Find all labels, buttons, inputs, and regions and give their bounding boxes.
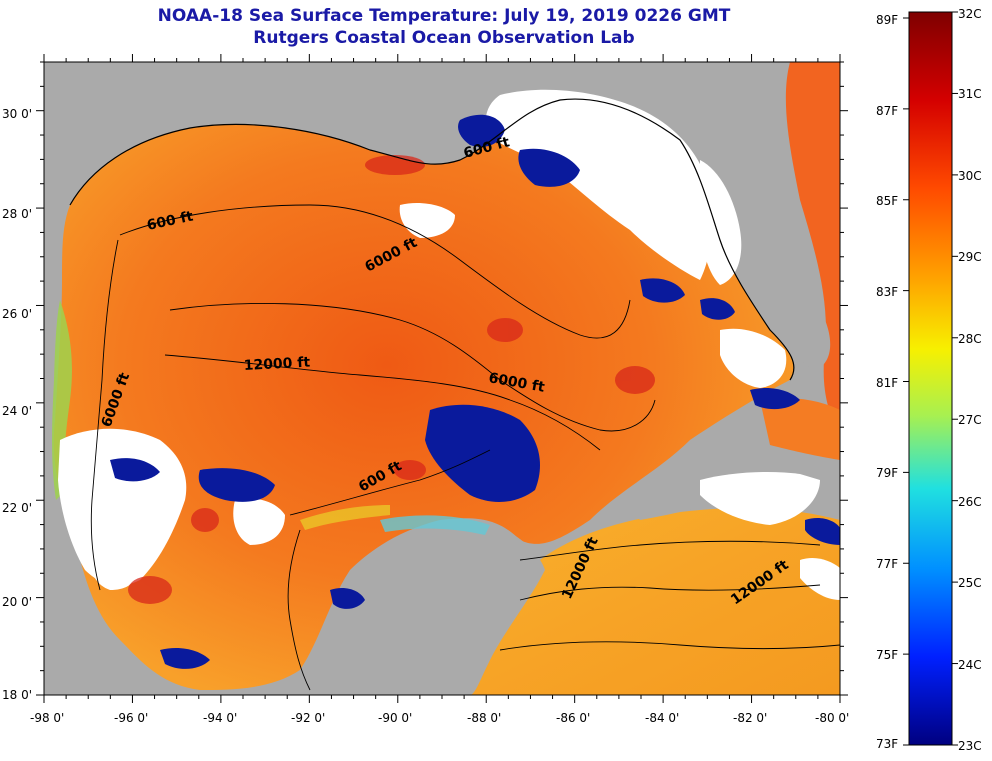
lon-label: -82 0': [733, 711, 767, 725]
celsius-label: 31C: [958, 87, 982, 101]
fahrenheit-label: 79F: [876, 466, 898, 480]
celsius-label: 25C: [958, 576, 982, 590]
lat-label: 30 0': [2, 107, 32, 121]
lon-label: -96 0': [114, 711, 148, 725]
axis-ticks: [36, 54, 848, 703]
fahrenheit-label: 87F: [876, 104, 898, 118]
fahrenheit-label: 75F: [876, 648, 898, 662]
lat-label: 22 0': [2, 501, 32, 515]
celsius-label: 28C: [958, 332, 982, 346]
lon-label: -86 0': [556, 711, 590, 725]
fahrenheit-label: 83F: [876, 285, 898, 299]
yucatan-land: [385, 525, 545, 695]
map-title: NOAA-18 Sea Surface Temperature: July 19…: [157, 6, 731, 26]
lat-label: 26 0': [2, 307, 32, 321]
fahrenheit-label: 81F: [876, 376, 898, 390]
fahrenheit-label: 89F: [876, 13, 898, 27]
lon-label: -98 0': [30, 711, 64, 725]
gulf-water: [53, 99, 794, 691]
lon-label: -92 0': [291, 711, 325, 725]
longitude-labels: -98 0' -96 0' -94 0' -92 0' -90 0' -88 0…: [30, 711, 849, 725]
celsius-label: 26C: [958, 495, 982, 509]
celsius-label: 32C: [958, 7, 982, 21]
lon-label: -94 0': [203, 711, 237, 725]
lon-label: -80 0': [815, 711, 849, 725]
florida-land: [700, 80, 831, 370]
lat-label: 20 0': [2, 595, 32, 609]
celsius-label: 30C: [958, 169, 982, 183]
celsius-label: 27C: [958, 413, 982, 427]
lat-label: 28 0': [2, 207, 32, 221]
latitude-labels: 30 0' 28 0' 26 0' 24 0' 22 0' 20 0' 18 0…: [2, 107, 32, 702]
map-area: [44, 62, 840, 695]
colorbar-ticks: [903, 11, 958, 746]
fahrenheit-label: 85F: [876, 194, 898, 208]
colorbar-fahrenheit-labels: 89F 87F 85F 83F 81F 79F 77F 75F 73F: [876, 13, 898, 751]
lat-label: 18 0': [2, 688, 32, 702]
celsius-label: 24C: [958, 658, 982, 672]
campeche-cool: [380, 515, 490, 535]
coastline: [69, 98, 795, 381]
lon-label: -84 0': [645, 711, 679, 725]
fahrenheit-label: 77F: [876, 557, 898, 571]
bathymetry-contours: [90, 204, 840, 691]
map-subtitle: Rutgers Coastal Ocean Observation Lab: [253, 28, 635, 48]
texas-shelf-cool: [52, 300, 72, 500]
celsius-label: 29C: [958, 250, 982, 264]
lat-label: 24 0': [2, 404, 32, 418]
colorbar-gradient: [908, 11, 953, 746]
lon-label: -88 0': [467, 711, 501, 725]
contour-label: 12000 ft: [243, 355, 310, 374]
fahrenheit-label: 73F: [876, 737, 898, 751]
colorbar-celsius-labels: 32C 31C 30C 29C 28C 27C 26C 25C 24C 23C: [958, 7, 982, 753]
lon-label: -90 0': [378, 711, 412, 725]
bahamas-water: [760, 398, 840, 460]
celsius-label: 23C: [958, 739, 982, 753]
shelf-yellow: [300, 505, 390, 530]
